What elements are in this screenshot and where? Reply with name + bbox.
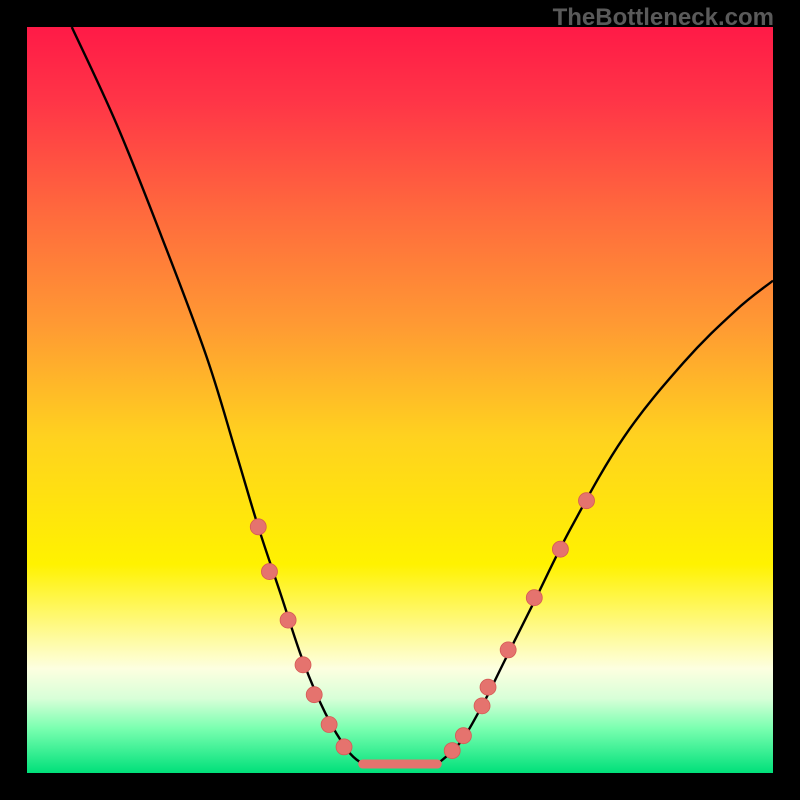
marker-dot	[444, 743, 460, 759]
marker-dot	[250, 519, 266, 535]
marker-dot	[526, 590, 542, 606]
marker-dot	[500, 642, 516, 658]
marker-dot	[336, 739, 352, 755]
marker-dot	[480, 679, 496, 695]
watermark-text: TheBottleneck.com	[553, 4, 774, 32]
marker-dot	[455, 728, 471, 744]
marker-dot	[295, 657, 311, 673]
marker-dot	[552, 541, 568, 557]
bottleneck-chart	[0, 0, 800, 800]
marker-dot	[474, 698, 490, 714]
marker-dot	[579, 493, 595, 509]
marker-dot	[280, 612, 296, 628]
marker-dot	[261, 564, 277, 580]
marker-dot	[321, 717, 337, 733]
marker-dot	[306, 687, 322, 703]
plot-background-gradient	[27, 27, 773, 773]
